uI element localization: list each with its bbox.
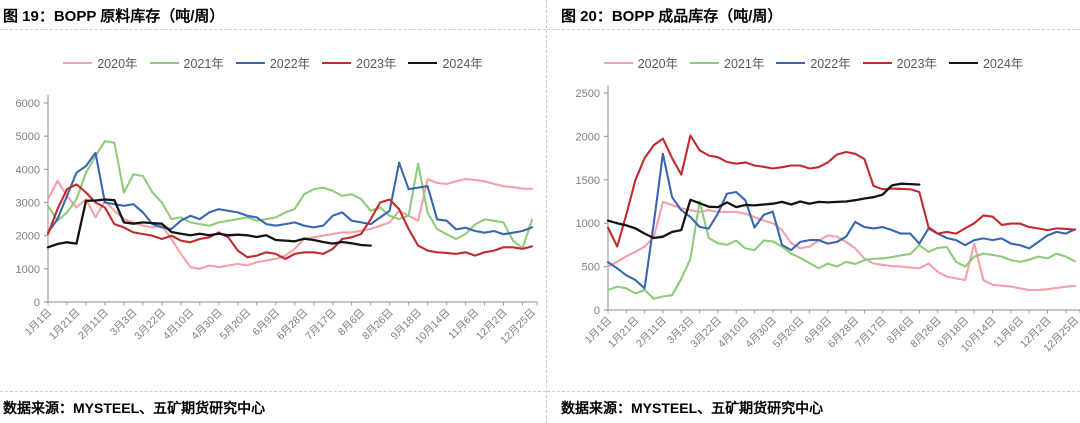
legend-swatch-2020 — [63, 61, 93, 64]
chart-fig19-raw-material-inventory: 01000200030004000500060001月1日1月21日2月11日3… — [16, 95, 538, 346]
legend-swatch-2024 — [948, 61, 978, 64]
y-axis-label: 0 — [34, 297, 40, 309]
series-line-2021年 — [46, 140, 534, 250]
legend-item-2021: 2021年 — [690, 53, 764, 72]
x-axis-label: 2月11日 — [76, 307, 111, 342]
legend: 2020年 2021年 2022年 2023年 2024年 — [547, 53, 1080, 72]
legend: 2020年 2021年 2022年 2023年 2024年 — [0, 53, 546, 72]
series-line-2023年 — [46, 183, 534, 260]
legend-item-2022: 2022年 — [235, 53, 311, 72]
x-axis-label: 2月11日 — [634, 315, 669, 350]
figure-19-panel: 图 19：BOPP 原料库存（吨/周） 2020年 2021年 2022年 20… — [0, 8, 546, 416]
legend-swatch-2024 — [408, 61, 438, 64]
legend-item-2020: 2020年 — [603, 53, 679, 72]
legend-label: 2020年 — [97, 57, 138, 71]
y-axis-label: 1000 — [16, 264, 40, 276]
legend-label: 2024年 — [442, 57, 483, 71]
y-axis-label: 4000 — [16, 164, 40, 176]
series-line-2020年 — [606, 200, 1077, 292]
y-axis-label: 1000 — [576, 218, 600, 230]
legend-swatch-2023 — [862, 61, 892, 64]
legend-item-2024: 2024年 — [408, 53, 483, 72]
y-axis-label: 1500 — [576, 175, 600, 187]
series-line-2020年 — [46, 177, 534, 270]
legend-label: 2021年 — [724, 57, 765, 71]
legend-item-2021: 2021年 — [149, 53, 224, 72]
y-axis-label: 2500 — [576, 88, 600, 100]
y-axis-label: 3000 — [16, 198, 40, 210]
figure-title: 图 19：BOPP 原料库存（吨/周） — [3, 8, 225, 25]
legend-swatch-2021 — [690, 61, 720, 64]
y-axis-label: 0 — [594, 305, 600, 317]
series-line-2024年 — [606, 182, 921, 240]
legend-label: 2022年 — [269, 57, 311, 71]
x-axis-label: 7月17日 — [303, 307, 339, 343]
legend-label: 2024年 — [982, 57, 1024, 71]
y-axis-label: 2000 — [16, 231, 40, 243]
series-line-2023年 — [606, 134, 1077, 248]
series-line-2021年 — [606, 200, 1077, 300]
legend-label: 2022年 — [810, 57, 851, 71]
chart-fig20-finished-goods-inventory: 050010001500200025001月1日1月21日2月11日3月3日3月… — [576, 85, 1080, 354]
legend-item-2020: 2020年 — [63, 53, 138, 72]
legend-item-2022: 2022年 — [776, 53, 851, 72]
panel-divider — [546, 0, 547, 423]
series-line-2024年 — [46, 198, 372, 249]
series-line-2022年 — [46, 151, 534, 236]
x-axis-label: 5月20日 — [771, 315, 807, 351]
y-axis-label: 2000 — [576, 131, 600, 143]
source-note: 数据来源：MYSTEEL、五矿期货研究中心 — [3, 400, 266, 416]
legend-item-2024: 2024年 — [948, 53, 1024, 72]
legend-label: 2023年 — [356, 57, 397, 71]
figure-title: 图 20：BOPP 成品库存（吨/周） — [561, 8, 783, 25]
series-line-2022年 — [606, 152, 1077, 290]
y-axis-label: 5000 — [16, 131, 40, 143]
x-axis-label: 1月21日 — [47, 307, 83, 343]
legend-swatch-2020 — [603, 61, 633, 64]
y-axis-label: 500 — [582, 262, 600, 274]
figure-20-panel: 图 20：BOPP 成品库存（吨/周） 2020年 2021年 2022年 20… — [547, 0, 1080, 423]
legend-item-2023: 2023年 — [322, 53, 396, 72]
legend-swatch-2023 — [322, 61, 352, 64]
x-axis-label: 7月17日 — [853, 315, 889, 351]
divider-line — [547, 29, 1080, 30]
legend-label: 2020年 — [637, 57, 679, 71]
legend-swatch-2022 — [235, 61, 265, 64]
divider-line — [547, 391, 1080, 392]
legend-label: 2023年 — [896, 57, 937, 71]
legend-swatch-2022 — [776, 61, 806, 64]
divider-line — [0, 391, 546, 392]
x-axis-label: 5月20日 — [218, 307, 254, 343]
divider-line — [0, 29, 546, 30]
legend-label: 2021年 — [183, 57, 224, 71]
y-axis-label: 6000 — [16, 98, 40, 110]
legend-swatch-2021 — [149, 61, 179, 64]
legend-item-2023: 2023年 — [862, 53, 937, 72]
source-note: 数据来源：MYSTEEL、五矿期货研究中心 — [561, 400, 824, 416]
